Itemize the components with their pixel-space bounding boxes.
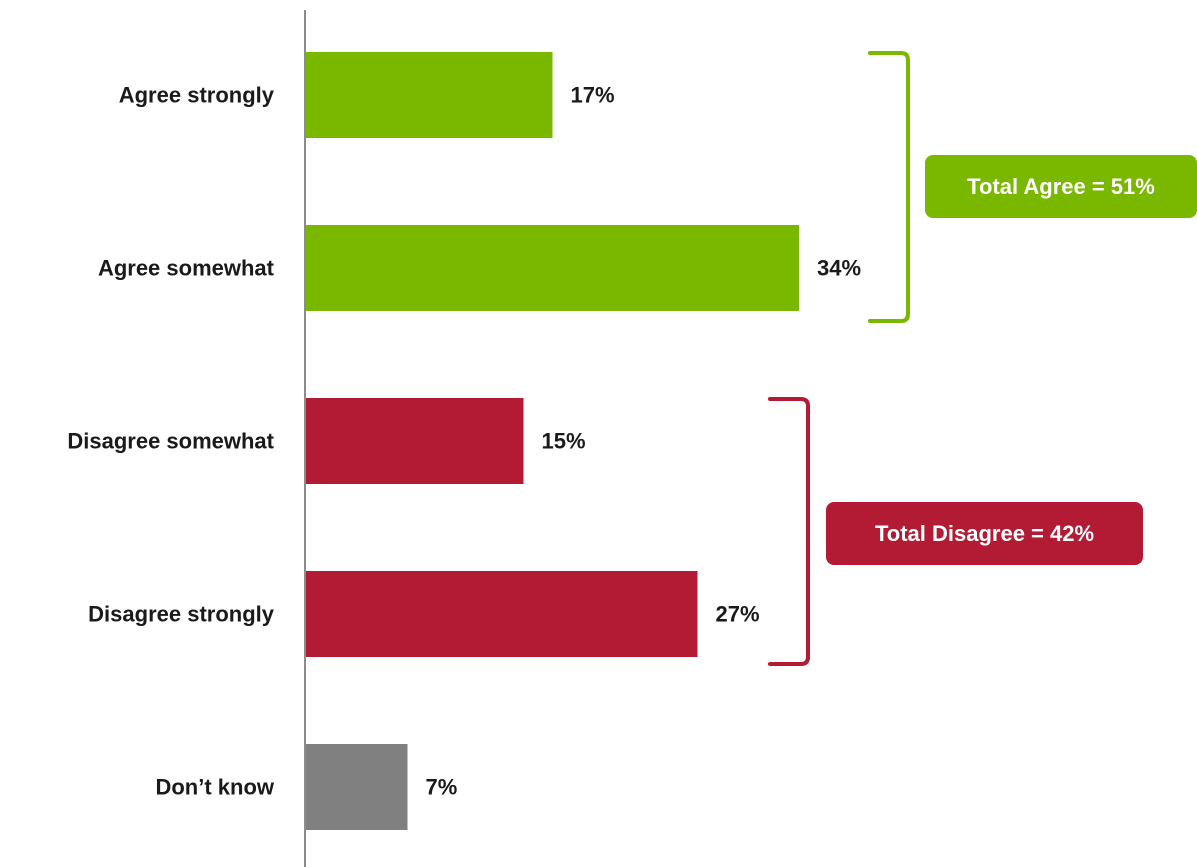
value-label: 17% [571,83,615,108]
value-label: 34% [817,256,861,281]
total-badge [925,155,1197,218]
category-label: Agree somewhat [98,256,275,281]
bracket [768,397,810,666]
bar [306,225,799,311]
total-label: Total Disagree = 42% [875,521,1094,546]
value-label: 27% [716,602,760,627]
category-label: Agree strongly [119,83,275,108]
bracket [868,51,910,323]
total-badge [826,502,1143,565]
total-label: Total Agree = 51% [967,174,1155,199]
category-label: Disagree somewhat [67,429,274,454]
bar [306,398,524,484]
category-label: Disagree strongly [88,602,275,627]
value-label: 7% [426,775,458,800]
bars-layer: Agree strongly 17% Agree somewhat 34% Disagr… [67,52,861,830]
category-label: Don’t know [155,775,274,800]
bar [306,571,698,657]
bar [306,744,408,830]
brackets-layer: Total Agree = 51% Total Disagree = 42% [768,51,1197,666]
value-label: 15% [542,429,586,454]
bar [306,52,553,138]
